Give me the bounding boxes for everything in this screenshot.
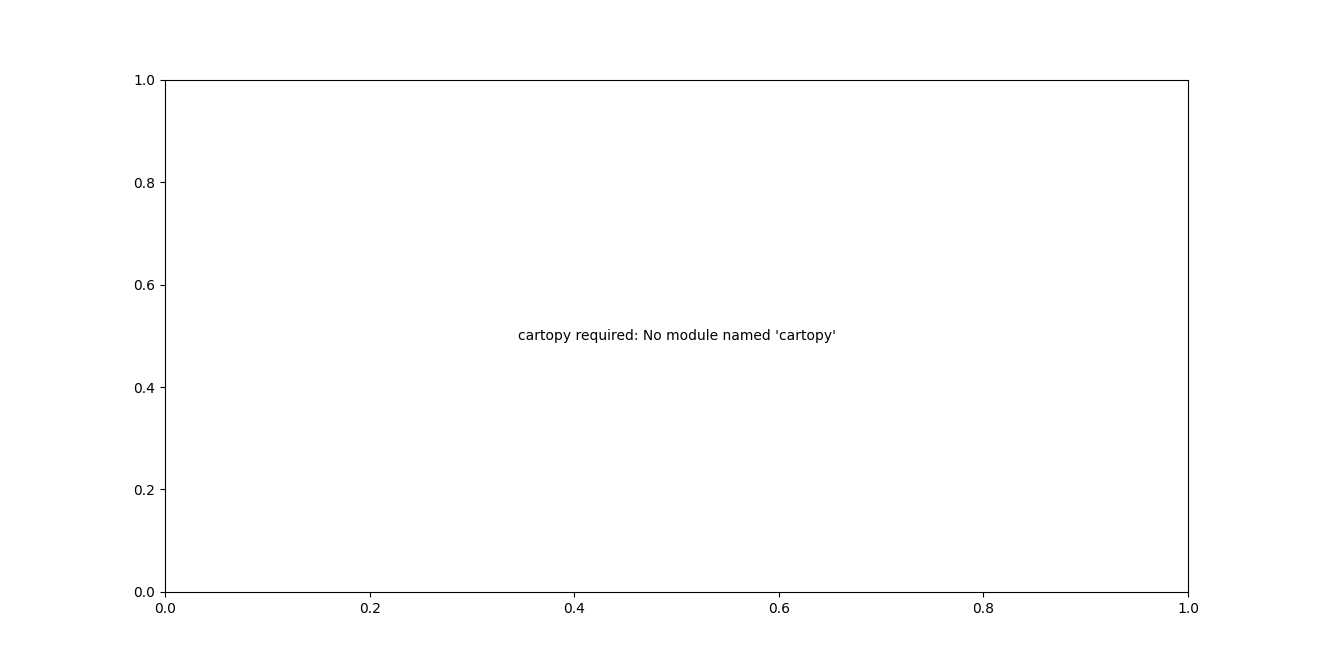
Text: cartopy required: No module named 'cartopy': cartopy required: No module named 'carto… bbox=[517, 329, 836, 343]
